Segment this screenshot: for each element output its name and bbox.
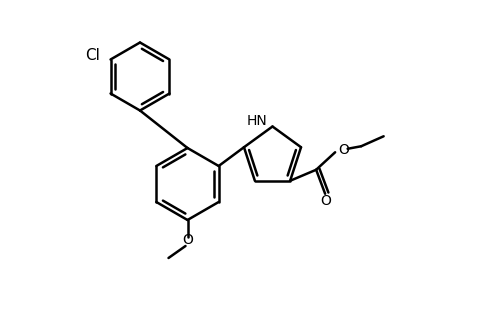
Text: O: O: [338, 143, 349, 157]
Text: Cl: Cl: [86, 48, 100, 63]
Text: O: O: [320, 194, 332, 208]
Text: HN: HN: [246, 114, 267, 128]
Text: O: O: [182, 232, 193, 246]
